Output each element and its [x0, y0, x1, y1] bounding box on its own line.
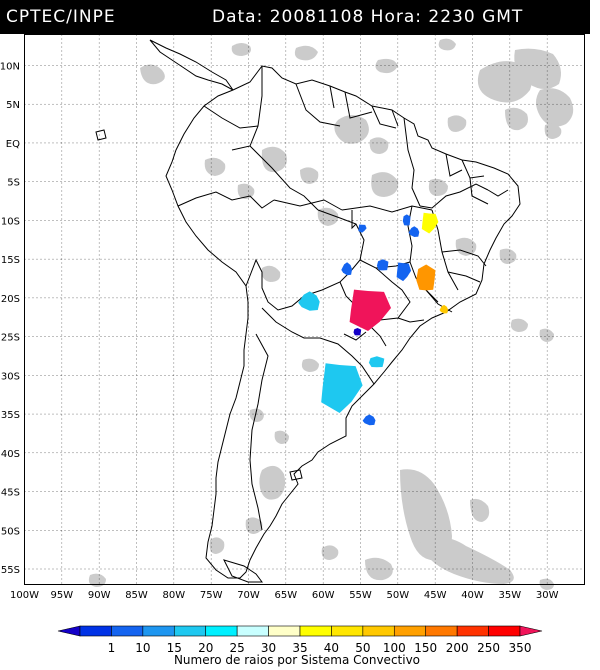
longitude-label: 90W	[88, 590, 111, 601]
organization-name: CPTEC/INPE	[6, 7, 116, 27]
longitude-label: 35W	[499, 590, 522, 601]
lightning-cell	[439, 304, 449, 314]
legend-tick-label: 100	[383, 641, 406, 655]
longitude-label: 70W	[237, 590, 260, 601]
legend-tick-label: 350	[509, 641, 532, 655]
map-header: CPTEC/INPE Data: 20081108 Hora: 2230 GMT	[0, 0, 590, 34]
legend-swatch	[79, 625, 112, 637]
legend-tick-label: 250	[477, 641, 500, 655]
latitude-label: 20S	[1, 294, 20, 305]
legend-tick-label: 25	[230, 641, 245, 655]
legend-swatch	[268, 625, 301, 637]
longitude-label: 55W	[349, 590, 372, 601]
legend-swatch	[393, 625, 427, 637]
map-canvas: 10N5NEQ5S10S15S20S25S30S35S40S45S50S55S …	[0, 34, 585, 601]
legend-tick-label: 35	[292, 641, 307, 655]
legend-arrow-left	[57, 625, 81, 637]
legend-swatch	[362, 625, 395, 637]
legend-tick-label: 50	[355, 641, 370, 655]
timestamp: Data: 20081108 Hora: 2230 GMT	[212, 7, 523, 27]
map-frame	[24, 34, 585, 585]
longitude-label: 30W	[536, 590, 559, 601]
legend-tick-label: 150	[414, 641, 437, 655]
legend-tick-label: 200	[446, 641, 469, 655]
lightning-cell	[421, 212, 439, 234]
longitude-label: 100W	[10, 590, 39, 601]
longitude-label: 85W	[125, 590, 148, 601]
legend-swatch	[456, 625, 489, 637]
latitude-label: 5N	[6, 100, 20, 111]
longitude-label: 75W	[200, 590, 223, 601]
longitude-label: 40W	[461, 590, 484, 601]
longitude-label: 45W	[424, 590, 447, 601]
time-label: Hora:	[370, 7, 422, 27]
legend: 1 10 15 20 25 30 35 40 50 100 150 200 250 350 Numero …	[57, 625, 543, 667]
legend-swatch	[488, 625, 521, 637]
legend-tick-label: 1	[108, 641, 116, 655]
legend-arrow-right	[519, 625, 543, 637]
legend-swatch	[425, 625, 458, 637]
lightning-cell	[298, 291, 320, 311]
legend-caption: Numero de raios por Sistema Convectivo	[174, 653, 420, 667]
latitude-label: 45S	[1, 488, 20, 499]
latitude-label: 10S	[1, 216, 20, 227]
latitude-labels: 10N 5N EQ 5S 10S 15S 20S 25S 30S 35S 40S 45S 50S 55S	[0, 61, 20, 576]
date-label: Data:	[212, 7, 264, 27]
lightning-cell	[376, 259, 389, 271]
legend-tick-label: 20	[198, 641, 213, 655]
lightning-cell	[362, 414, 376, 426]
longitude-labels: 100W 95W 90W 85W 80W 75W 70W 65W 60W 55W 50W 45W 40W…	[10, 590, 559, 601]
latitude-label: 5S	[7, 178, 20, 189]
lightning-cell	[408, 226, 420, 237]
latitude-label: 35S	[1, 410, 20, 421]
legend-swatch	[205, 625, 238, 637]
legend-swatch	[142, 625, 175, 637]
latitude-label: 30S	[1, 371, 20, 382]
lightning-cell	[416, 264, 436, 291]
legend-swatch	[299, 625, 332, 637]
lightning-cell	[349, 289, 391, 331]
latitude-label: 25S	[1, 333, 20, 344]
legend-swatch	[331, 625, 364, 637]
legend-tick-label: 30	[261, 641, 276, 655]
legend-swatch	[236, 625, 269, 637]
color-scale-bar	[57, 625, 543, 637]
longitude-label: 80W	[163, 590, 186, 601]
longitude-label: 65W	[275, 590, 298, 601]
longitude-label: 95W	[51, 590, 74, 601]
date-value: 20081108	[269, 7, 365, 27]
lightning-cell	[402, 214, 411, 226]
legend-tick-label: 15	[167, 641, 182, 655]
lightning-cell	[341, 262, 353, 276]
graticule	[24, 34, 585, 585]
coastlines-and-borders	[95, 39, 521, 583]
longitude-label: 50W	[387, 590, 410, 601]
lightning-cell	[396, 262, 412, 282]
legend-swatch	[173, 625, 207, 637]
cloud-cover-layer	[88, 38, 574, 590]
lightning-cell	[353, 328, 362, 336]
lightning-cell	[368, 356, 385, 368]
longitude-label: 60W	[312, 590, 335, 601]
lightning-cells-layer	[298, 212, 449, 426]
lightning-cell	[321, 363, 363, 413]
latitude-label: 55S	[1, 565, 20, 576]
latitude-label: 15S	[1, 255, 20, 266]
legend-swatch	[111, 625, 144, 637]
color-scale-ticks: 1 10 15 20 25 30 35 40 50 100 150 200 250 350	[108, 641, 532, 655]
latitude-label: 50S	[1, 526, 20, 537]
legend-tick-label: 10	[135, 641, 150, 655]
latitude-label: 40S	[1, 449, 20, 460]
latitude-label: 10N	[0, 61, 20, 72]
lightning-cell	[358, 224, 367, 233]
time-value: 2230 GMT	[428, 7, 524, 27]
legend-tick-label: 40	[324, 641, 339, 655]
latitude-label: EQ	[6, 139, 20, 150]
